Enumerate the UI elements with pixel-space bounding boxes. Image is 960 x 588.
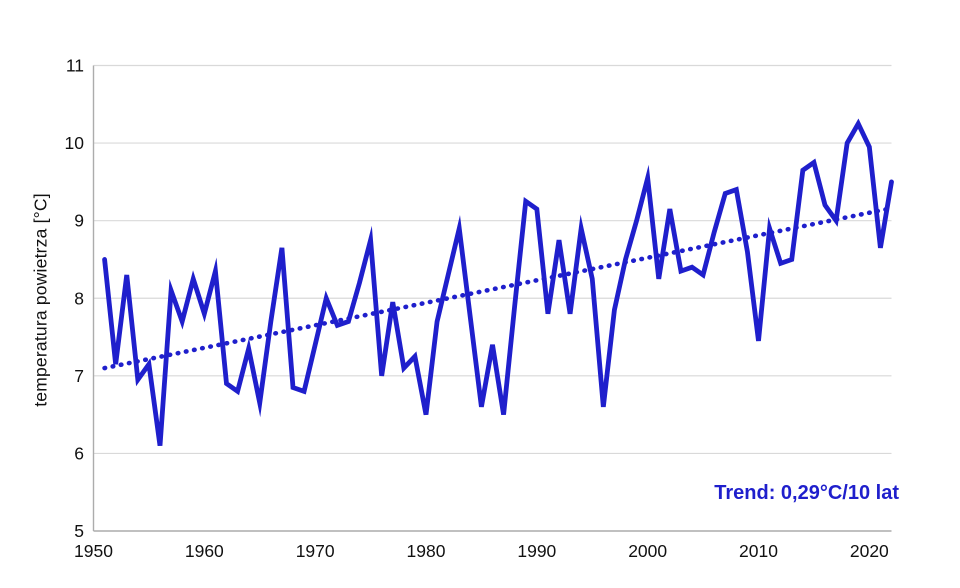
y-tick-label-9: 9 <box>74 211 84 231</box>
x-tick-label-1960: 1960 <box>185 541 224 561</box>
x-tick-label-1980: 1980 <box>407 541 446 561</box>
x-tick-label-1990: 1990 <box>517 541 556 561</box>
x-axis-tick-labels: 1950 1960 1970 1980 1990 2000 2010 2020 <box>74 541 889 561</box>
gridlines <box>93 64 892 455</box>
x-tick-label-2000: 2000 <box>628 541 667 561</box>
x-tick-label-1970: 1970 <box>296 541 335 561</box>
temperature-line <box>102 118 894 446</box>
x-tick-label-2010: 2010 <box>739 541 778 561</box>
y-tick-label-6: 6 <box>74 443 84 463</box>
y-tick-label-11: 11 <box>66 56 84 76</box>
temperature-line-group <box>102 118 894 446</box>
y-axis-title: temperatura powietrza [°C] <box>30 193 51 407</box>
x-tick-label-2020: 2020 <box>850 541 889 561</box>
y-tick-label-10: 10 <box>65 133 85 153</box>
trend-line <box>102 205 894 371</box>
y-tick-label-5: 5 <box>74 521 84 541</box>
axes <box>92 65 892 532</box>
y-tick-label-8: 8 <box>74 288 84 308</box>
x-tick-label-1950: 1950 <box>74 541 113 561</box>
trend-line-group <box>102 205 894 371</box>
y-tick-label-7: 7 <box>74 366 84 386</box>
trend-annotation: Trend: 0,29°C/10 lat <box>714 482 899 504</box>
y-axis-tick-labels: 5 6 7 8 9 10 11 <box>65 56 85 542</box>
